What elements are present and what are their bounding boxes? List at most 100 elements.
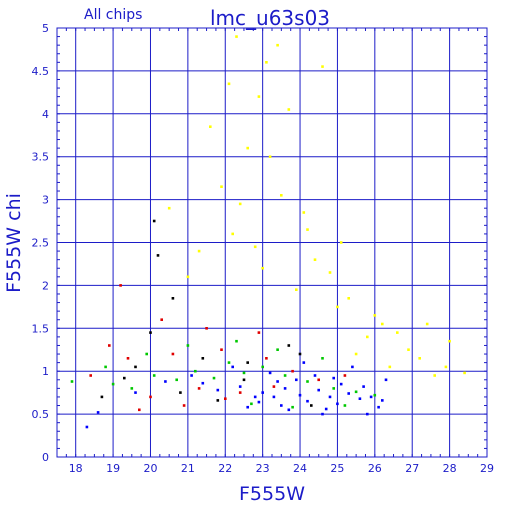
data-point (336, 305, 339, 309)
data-point (280, 404, 283, 407)
data-point (298, 393, 302, 397)
x-tick-label: 25 (330, 462, 344, 475)
data-point (205, 327, 208, 330)
data-point (313, 258, 317, 261)
data-point (160, 318, 163, 321)
data-point (253, 395, 257, 399)
data-point (89, 374, 92, 377)
data-point (321, 357, 324, 360)
data-point (149, 395, 152, 399)
data-point (171, 297, 175, 300)
data-point (321, 65, 324, 68)
data-point (407, 348, 410, 351)
data-point (324, 407, 328, 411)
y-tick-label: 4 (42, 108, 49, 121)
data-point (216, 388, 220, 392)
x-tick-label: 18 (69, 462, 83, 475)
data-point (100, 395, 104, 399)
data-point (197, 387, 201, 390)
y-tick-label: 0 (42, 451, 49, 464)
data-point (246, 405, 249, 409)
data-point (152, 374, 156, 377)
data-point (343, 374, 347, 377)
data-point (194, 369, 197, 373)
data-point (347, 392, 350, 395)
data-point (343, 404, 347, 407)
data-point (366, 412, 369, 416)
data-point (179, 391, 182, 394)
data-point (272, 395, 276, 399)
data-point (366, 335, 369, 339)
data-point (257, 331, 261, 334)
data-point (246, 361, 249, 364)
x-tick-label: 27 (405, 462, 419, 475)
chart-title: lmc_u63s03 (210, 6, 330, 30)
data-point (209, 125, 212, 128)
data-point (298, 352, 302, 356)
data-point (306, 380, 309, 383)
data-point (381, 322, 384, 326)
data-point (347, 297, 350, 300)
data-point (171, 352, 175, 356)
data-point (377, 405, 380, 409)
y-tick-label: 5 (42, 22, 49, 35)
data-point (186, 344, 190, 347)
data-point (130, 387, 134, 390)
data-point (265, 61, 268, 64)
x-tick-label: 24 (293, 462, 307, 475)
data-point (111, 382, 115, 386)
data-point (261, 266, 264, 270)
data-point (306, 399, 309, 403)
data-point (108, 344, 111, 347)
data-point (231, 365, 234, 369)
data-point (362, 385, 365, 388)
x-tick-label: 23 (256, 462, 270, 475)
data-point (182, 404, 186, 407)
data-point (70, 380, 74, 383)
data-point (164, 380, 167, 383)
x-tick-label: 20 (143, 462, 157, 475)
data-point (287, 108, 291, 111)
data-point (444, 365, 448, 369)
data-point (339, 241, 343, 244)
data-point (167, 206, 171, 210)
x-tick-label: 22 (218, 462, 232, 475)
data-point (396, 331, 399, 334)
data-point (425, 322, 429, 326)
chart-subtitle: All chips (84, 7, 142, 23)
data-point (295, 378, 298, 382)
data-point (358, 397, 362, 400)
data-point (433, 374, 436, 377)
data-point (152, 219, 156, 223)
data-point (283, 374, 287, 377)
data-point (123, 376, 126, 380)
data-point (186, 275, 190, 279)
data-point (257, 95, 261, 98)
y-tick-label: 1 (42, 365, 49, 378)
data-point (220, 185, 223, 188)
data-point (85, 425, 89, 429)
data-point (328, 271, 332, 274)
data-point (272, 385, 276, 388)
data-point (302, 361, 306, 364)
data-point (201, 357, 205, 360)
data-point (253, 245, 257, 249)
data-point (306, 228, 309, 231)
x-tick-label: 29 (480, 462, 494, 475)
data-point (231, 232, 234, 236)
y-tick-label: 3.5 (32, 151, 50, 164)
data-point (291, 405, 294, 409)
data-point (332, 376, 335, 380)
data-point (235, 35, 238, 38)
data-point (134, 365, 137, 369)
data-point (134, 391, 137, 394)
data-point (104, 365, 107, 369)
data-point (242, 371, 246, 375)
data-point (295, 288, 298, 291)
x-tick-label: 19 (106, 462, 120, 475)
data-point (156, 254, 160, 257)
data-point (321, 412, 324, 416)
data-point (351, 365, 354, 369)
data-point (287, 344, 291, 347)
